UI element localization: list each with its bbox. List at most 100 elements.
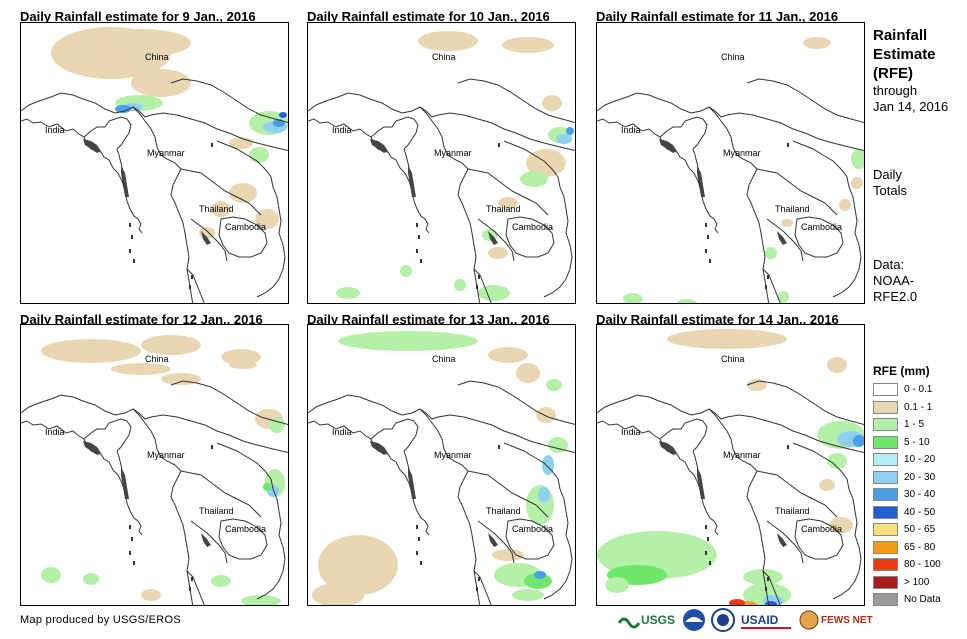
country-border [792, 442, 860, 548]
legend-label: 30 - 40 [904, 489, 936, 501]
country-border [370, 116, 419, 150]
label-china: China [432, 354, 456, 364]
country-border [708, 408, 758, 472]
label-myanmar: Myanmar [723, 148, 761, 158]
island [705, 223, 707, 227]
island [478, 577, 480, 581]
usaid-logo: USAID [741, 613, 791, 629]
country-border [659, 116, 708, 150]
map-canvas: China India Myanmar Thailand Cambodia [597, 329, 864, 605]
map-canvas: China India Myanmar Thailand Cambodia [21, 335, 288, 605]
island [498, 143, 500, 147]
island [191, 275, 193, 279]
label-india: India [332, 125, 352, 135]
rainfall-map-2: China India Myanmar Thailand Cambodia [307, 22, 576, 304]
coastline-shading [488, 533, 498, 547]
coastline-shading [370, 441, 388, 455]
island [707, 537, 709, 541]
title-line-estimate: Estimate [873, 46, 936, 63]
island [418, 537, 420, 541]
island [131, 235, 133, 239]
legend-swatch [873, 453, 898, 467]
country-border [794, 518, 844, 560]
label-india: India [621, 125, 641, 135]
island [478, 275, 480, 279]
rainfall-area [41, 567, 61, 583]
rainfall-area [141, 335, 201, 355]
legend-label: > 100 [904, 576, 930, 588]
rainfall-area [623, 293, 643, 303]
country-border [659, 418, 708, 452]
country-border [505, 518, 555, 560]
island [498, 445, 500, 449]
coastline-shading [697, 165, 705, 197]
label-thailand: Thailand [775, 204, 810, 214]
country-border [726, 112, 864, 152]
fews-net-logo: FEWS NET [799, 610, 873, 630]
rainfall-area [512, 589, 544, 601]
rainfall-area [498, 197, 518, 209]
label-cambodia: Cambodia [801, 222, 842, 232]
island [191, 577, 193, 581]
rainfall-area [546, 379, 562, 391]
legend-label: No Data [904, 594, 941, 606]
coastline-shading [777, 533, 787, 547]
rainfall-area [538, 487, 550, 503]
country-border [180, 168, 262, 216]
island [765, 285, 767, 289]
label-myanmar: Myanmar [434, 450, 472, 460]
label-cambodia: Cambodia [512, 524, 553, 534]
country-border [457, 380, 575, 425]
rainfall-area [249, 147, 269, 163]
legend-title: RFE (mm) [873, 364, 930, 378]
country-border [794, 216, 844, 258]
rainfall-area [279, 112, 287, 118]
island [129, 525, 131, 529]
country-border [766, 520, 804, 564]
rainfall-area [492, 549, 524, 561]
legend-label: 0 - 0.1 [904, 384, 933, 396]
credit-text: Map produced by USGS/EROS [20, 614, 181, 626]
legend-row: 1 - 5 [873, 416, 941, 434]
legend-row: 0.1 - 1 [873, 399, 941, 417]
coastline-shading [697, 467, 705, 499]
island [787, 143, 789, 147]
legend-row: 65 - 80 [873, 539, 941, 557]
country-border [370, 418, 419, 452]
island [416, 249, 418, 253]
coastline-shading [488, 231, 498, 245]
country-border [170, 168, 194, 303]
country-border [467, 168, 549, 216]
legend-label: 5 - 10 [904, 436, 930, 448]
rainfall-area [566, 127, 574, 135]
rainfall-area [418, 31, 478, 51]
country-border [132, 408, 182, 472]
usaid-logo-text: USAID [741, 613, 779, 627]
legend-row: 50 - 65 [873, 521, 941, 539]
legend-row: 10 - 20 [873, 451, 941, 469]
legend-label: 20 - 30 [904, 471, 936, 483]
legend-swatch [873, 575, 898, 589]
country-border [708, 106, 758, 170]
label-india: India [621, 427, 641, 437]
island [211, 143, 213, 147]
legend-swatch [873, 418, 898, 432]
island [189, 285, 191, 289]
rainfall-area [338, 331, 478, 351]
rainfall-area [241, 595, 281, 605]
rainfall-map-3: China India Myanmar Thailand Cambodia [596, 22, 865, 304]
coastline-shading [408, 467, 416, 499]
island [133, 561, 135, 565]
island [211, 445, 213, 449]
label-china: China [721, 354, 745, 364]
rainfall-map-1: China India Myanmar Thailand Cambodia [20, 22, 289, 304]
usgs-logo: USGS [617, 613, 675, 629]
rainfall-area [851, 149, 864, 169]
label-myanmar: Myanmar [434, 148, 472, 158]
country-border [457, 470, 481, 605]
map-canvas: China India Myanmar Thailand Cambodia [21, 27, 288, 303]
legend: 0 - 0.1 0.1 - 1 1 - 5 5 - 10 10 - 20 20 - 30 3… [873, 381, 941, 609]
rainfall-area [605, 577, 629, 593]
island [476, 587, 478, 591]
rainfall-map-6: China India Myanmar Thailand Cambodia [596, 324, 865, 606]
